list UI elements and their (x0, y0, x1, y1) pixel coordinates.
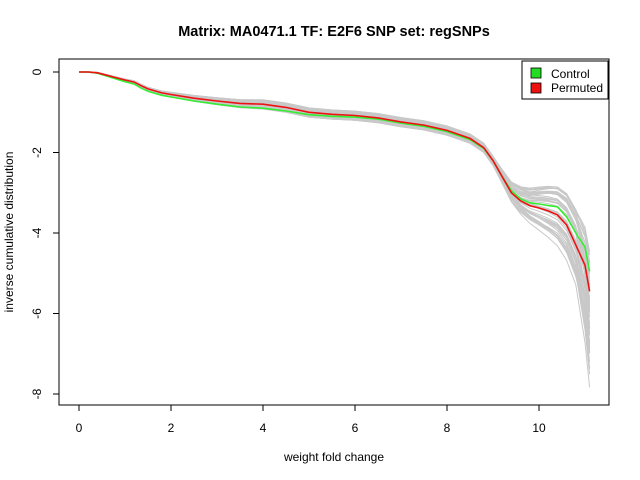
y-axis-label: inverse cumulative distribution (2, 152, 16, 313)
x-tick-label: 8 (444, 421, 451, 435)
permutation-line (79, 71, 591, 289)
permutation-line (78, 71, 591, 252)
legend: Control Permuted (521, 60, 609, 100)
chart-title: Matrix: MA0471.1 TF: E2F6 SNP set: regSN… (178, 24, 490, 40)
series-line-control (79, 71, 591, 272)
series-lines (79, 71, 591, 292)
permutation-line (78, 71, 591, 264)
series-line-permuted (79, 71, 591, 292)
x-tick-label: 10 (532, 421, 546, 435)
legend-label-permuted: Permuted (551, 81, 603, 95)
permutation-line (78, 71, 591, 274)
legend-swatch-control (530, 67, 542, 79)
x-axis-label: weight fold change (283, 450, 384, 464)
y-tick-label: -2 (30, 147, 44, 158)
x-tick-label: 6 (352, 421, 359, 435)
permutation-background-lines (78, 71, 591, 388)
permutation-line (78, 71, 591, 256)
permutation-line (78, 71, 591, 282)
legend-swatch-permuted (530, 82, 542, 94)
x-tick-label: 0 (76, 421, 83, 435)
y-axis: 0 -2 -4 -6 -8 (30, 68, 60, 399)
permutation-line (78, 71, 591, 292)
permutation-line (78, 71, 591, 279)
legend-label-control: Control (551, 67, 590, 81)
x-tick-label: 4 (260, 421, 267, 435)
x-axis: 0 2 4 6 8 10 (76, 404, 546, 435)
x-tick-label: 2 (168, 421, 175, 435)
y-tick-label: -4 (30, 227, 44, 238)
y-tick-label: 0 (30, 68, 44, 75)
y-tick-label: -8 (30, 388, 44, 399)
permutation-line (78, 71, 591, 273)
permutation-line (78, 71, 591, 263)
permutation-line (78, 71, 591, 272)
y-tick-label: -6 (30, 308, 44, 319)
permutation-line (78, 71, 591, 262)
permutation-line (78, 71, 591, 286)
